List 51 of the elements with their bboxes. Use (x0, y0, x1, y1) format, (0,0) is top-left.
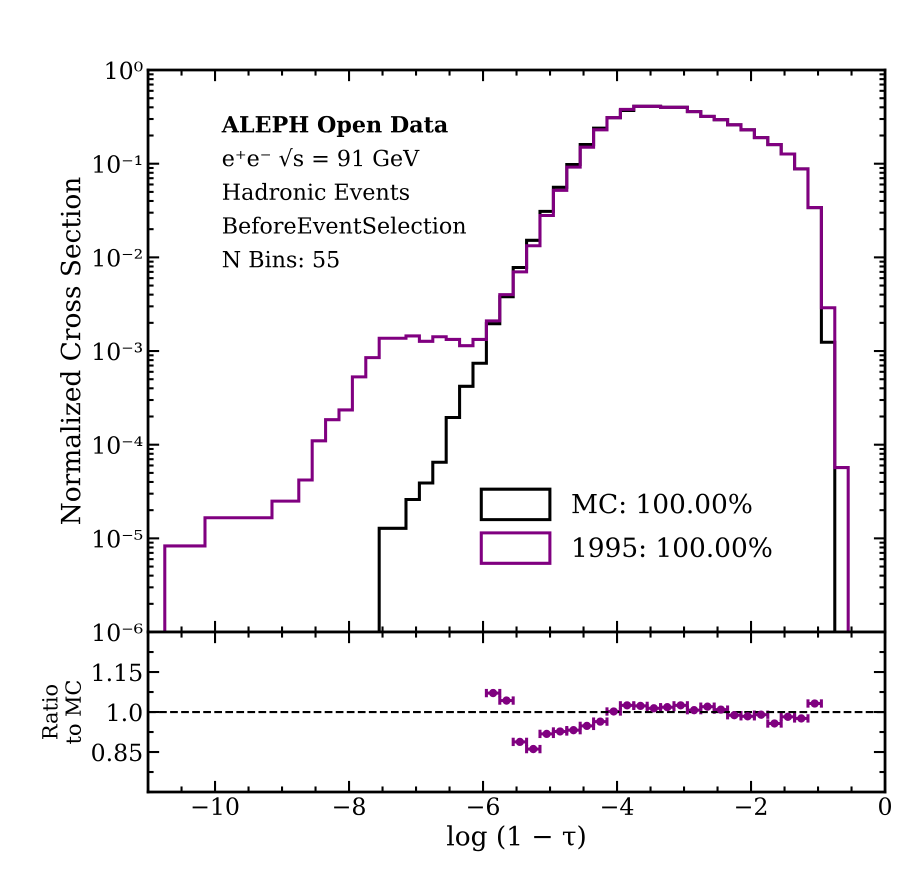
x-axis-title: log (1 − τ) (447, 825, 585, 852)
y-tick-label: 10⁻⁶ (94, 623, 142, 642)
point (610, 707, 618, 716)
x-tick-label: −10 (192, 797, 238, 816)
annotation: N Bins: 55 (222, 250, 339, 268)
y-tick-label: 10⁻⁴ (94, 436, 142, 454)
legend-label: 1995: 100.00% (574, 537, 772, 558)
point (784, 712, 792, 721)
annotation: Hadronic Events (222, 182, 409, 200)
point (650, 704, 658, 712)
point (663, 703, 672, 712)
x-tick-label: −2 (736, 797, 766, 815)
y-tick-label: 1.15 (93, 663, 142, 682)
point (622, 701, 632, 710)
point (703, 702, 712, 711)
y-tick-label: 10⁻¹ (94, 155, 142, 174)
y-tick-label: 10⁻² (94, 248, 142, 267)
point (676, 701, 685, 710)
y-tick-label: 1.0 (108, 703, 142, 722)
point (690, 706, 698, 714)
y-tick-label: 10⁻⁵ (94, 530, 142, 548)
y-tick-label: 10⁻³ (94, 342, 142, 360)
annotation: e⁺e⁻ √s = 91 GeV (222, 148, 420, 167)
point (756, 710, 766, 719)
point (810, 699, 819, 708)
point (770, 719, 779, 728)
y-axis-title: Ratio to MC (42, 680, 82, 744)
point (529, 744, 538, 754)
point (596, 717, 604, 726)
point (730, 711, 738, 720)
point (516, 738, 524, 746)
annotation: ALEPH Open Data (222, 116, 448, 137)
x-tick-label: −6 (468, 797, 499, 816)
point (716, 705, 726, 714)
point (502, 696, 511, 705)
point (556, 727, 564, 736)
point (488, 688, 498, 698)
point (797, 714, 806, 723)
x-tick-label: −8 (334, 797, 365, 816)
point (744, 712, 752, 720)
point (569, 726, 578, 734)
y-tick-label: 10⁰ (106, 61, 143, 80)
annotation: BeforeEventSelection (222, 216, 466, 234)
y-axis-title: Normalized Cross Section (60, 177, 81, 524)
y-tick-label: 0.85 (92, 743, 142, 762)
point (542, 730, 551, 738)
point (636, 702, 645, 710)
x-tick-label: −4 (602, 797, 634, 815)
x-tick-label: 0 (879, 797, 891, 816)
point (582, 722, 592, 730)
legend-label: MC: 100.00% (572, 494, 752, 514)
